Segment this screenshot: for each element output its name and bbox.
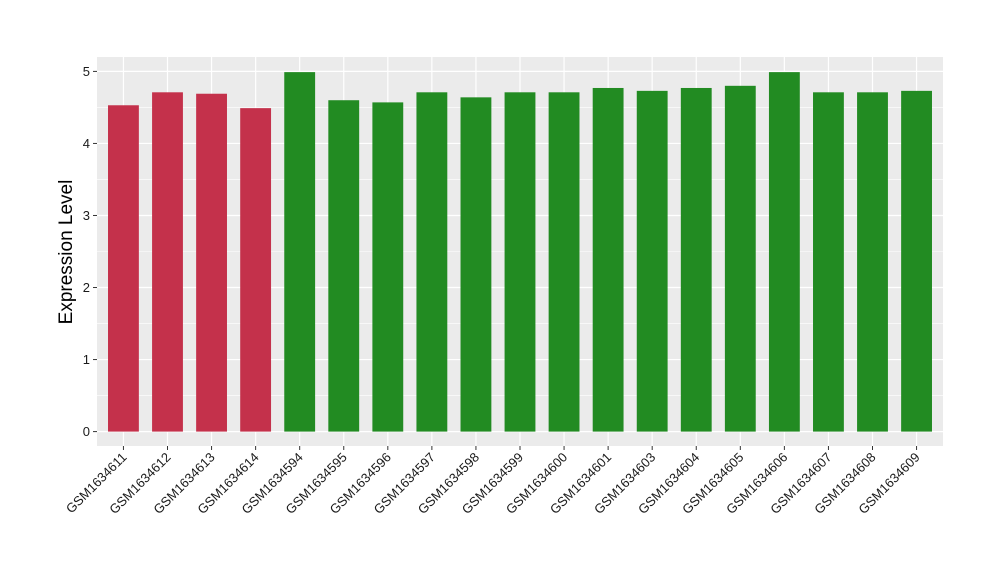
y-tick-label: 3 <box>83 208 90 223</box>
bar-GSM1634604 <box>680 87 712 432</box>
x-axis: GSM1634611GSM1634612GSM1634613GSM1634614… <box>63 446 923 517</box>
bar-GSM1634600 <box>548 92 580 432</box>
bar-GSM1634603 <box>636 90 668 432</box>
bar-GSM1634609 <box>901 90 932 432</box>
bar-GSM1634608 <box>857 92 888 432</box>
bar-GSM1634607 <box>813 92 844 432</box>
bar-GSM1634599 <box>504 92 536 432</box>
bar-GSM1634601 <box>592 87 624 432</box>
y-tick-label: 4 <box>83 136 90 151</box>
bar-GSM1634594 <box>284 72 316 432</box>
bars <box>108 72 932 432</box>
y-axis: 0 1 2 3 4 5 <box>83 64 97 439</box>
y-tick-label: 0 <box>83 424 90 439</box>
bar-GSM1634597 <box>416 92 448 432</box>
bar-GSM1634596 <box>372 102 404 432</box>
bar-GSM1634614 <box>240 108 272 432</box>
y-axis-title: Expression Level <box>56 180 77 325</box>
bar-GSM1634611 <box>108 105 139 432</box>
bar-GSM1634613 <box>196 93 227 432</box>
bar-GSM1634605 <box>724 85 756 432</box>
bar-GSM1634612 <box>152 92 183 432</box>
y-tick-label: 1 <box>83 352 90 367</box>
bar-GSM1634598 <box>460 97 492 432</box>
bar-GSM1634606 <box>768 72 800 432</box>
y-tick-label: 2 <box>83 280 90 295</box>
y-tick-label: 5 <box>83 64 90 79</box>
bar-GSM1634595 <box>328 100 360 432</box>
